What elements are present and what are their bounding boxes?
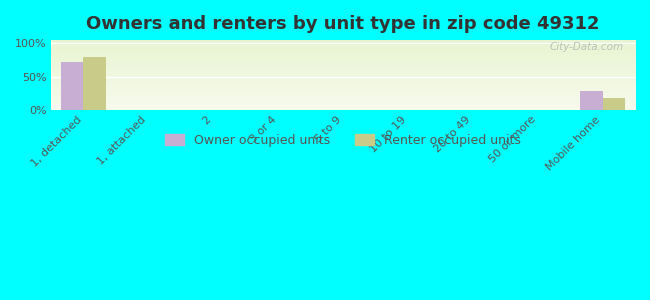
Text: City-Data.com: City-Data.com <box>549 42 623 52</box>
Legend: Owner occupied units, Renter occupied units: Owner occupied units, Renter occupied un… <box>160 129 526 152</box>
Bar <box>60 62 83 110</box>
Bar <box>580 92 603 110</box>
Title: Owners and renters by unit type in zip code 49312: Owners and renters by unit type in zip c… <box>86 15 600 33</box>
Bar <box>603 98 625 110</box>
Bar <box>83 57 106 110</box>
